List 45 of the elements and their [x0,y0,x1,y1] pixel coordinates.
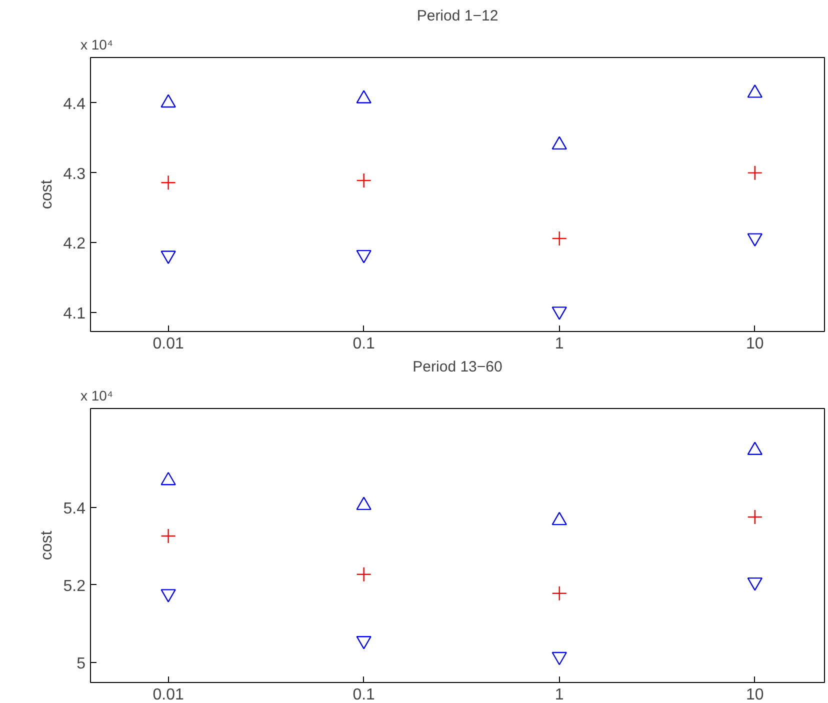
y-axis-title: cost [38,179,56,210]
point [552,136,567,150]
y-tick-label: 4.3 [63,166,86,183]
y-tick-label: 5.2 [63,578,86,595]
x-tick-label: 1 [554,336,564,352]
point [747,165,762,180]
point [747,577,762,591]
point [552,586,567,601]
text: x 10⁴ [80,388,113,404]
point [552,230,567,246]
x-tick-label: 0.1 [352,336,376,352]
point [747,84,762,98]
point [356,496,372,510]
y-tick-label: 5 [76,655,86,672]
y-axis-title: cost [38,530,56,560]
point [747,509,762,525]
y-tick-label: 4.1 [63,306,86,323]
point [356,250,372,264]
point [747,442,762,455]
point [160,250,176,264]
point [356,90,372,104]
point [747,233,762,247]
x-tick-label: 10 [746,336,764,352]
point [552,306,567,320]
x-tick-label: 0.01 [152,686,184,703]
x-tick-label: 1 [554,686,564,703]
point [160,589,176,602]
point [160,94,176,108]
point [552,512,567,526]
point [160,175,176,190]
y-tick-label: 4.4 [63,96,86,113]
chart-title: Period 13−60 [412,358,502,376]
x-tick-label: 10 [746,686,764,703]
point [552,652,567,666]
y-tick-label: 5.4 [63,500,86,518]
text: x 10⁴ [80,36,113,52]
x-tick-label: 0.1 [352,686,376,703]
point [356,172,372,188]
point [160,472,176,486]
point [160,528,176,544]
y-tick-label: 4.2 [63,236,86,253]
chart-title: Period 1−12 [416,8,498,24]
x-tick-label: 0.01 [152,336,184,352]
point [356,566,372,582]
point [356,636,372,650]
